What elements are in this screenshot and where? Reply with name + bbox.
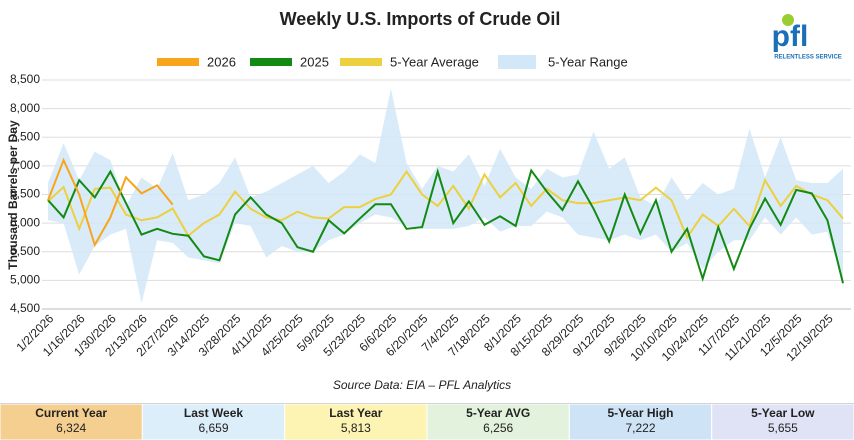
summary-cell	[0, 403, 143, 440]
legend-swatch	[157, 58, 199, 66]
legend-swatch	[498, 55, 536, 69]
summary-label: Current Year	[35, 406, 107, 420]
legend-label: 5-Year Average	[390, 54, 479, 69]
summary-value: 7,222	[625, 421, 655, 435]
summary-cell	[711, 403, 854, 440]
summary-cell	[426, 403, 570, 440]
y-tick-label: 5,000	[10, 273, 40, 287]
summary-label: 5-Year High	[607, 406, 673, 420]
summary-cell	[284, 403, 428, 440]
y-tick-label: 7,000	[10, 158, 40, 172]
logo-mark: pfl	[772, 20, 809, 53]
y-tick-label: 6,500	[10, 187, 40, 201]
summary-value: 5,655	[768, 421, 798, 435]
logo: pfl RELENTLESS SERVICE	[772, 14, 842, 61]
logo-tagline: RELENTLESS SERVICE	[774, 55, 842, 61]
y-axis-label: Thousand Barrels per Day	[6, 120, 20, 270]
legend-swatch	[340, 58, 382, 66]
y-tick-label: 7,500	[10, 129, 40, 143]
y-tick-label: 6,000	[10, 215, 40, 229]
y-tick-label: 8,000	[10, 101, 40, 115]
legend-label: 2026	[207, 54, 236, 69]
logo-dot	[782, 14, 794, 26]
summary-value: 5,813	[341, 421, 371, 435]
summary-label: 5-Year AVG	[466, 406, 530, 420]
summary-value: 6,659	[198, 421, 228, 435]
summary-label: Last Year	[329, 406, 382, 420]
legend-label: 5-Year Range	[548, 54, 628, 69]
source: Source Data: EIA – PFL Analytics	[333, 378, 511, 392]
summary-cell	[141, 403, 286, 440]
legend-label: 2025	[300, 54, 329, 69]
summary-label: 5-Year Low	[751, 406, 815, 420]
y-tick-label: 4,500	[10, 301, 40, 315]
summary-value: 6,324	[56, 421, 86, 435]
series-line	[47, 157, 174, 248]
summary-cell	[568, 403, 713, 440]
y-tick-label: 8,500	[10, 72, 40, 86]
chart-title: Weekly U.S. Imports of Crude Oil	[280, 9, 561, 29]
summary-label: Last Week	[184, 406, 243, 420]
summary-value: 6,256	[483, 421, 513, 435]
legend-swatch	[250, 58, 292, 66]
y-tick-label: 5,500	[10, 244, 40, 258]
series-line	[47, 168, 844, 284]
